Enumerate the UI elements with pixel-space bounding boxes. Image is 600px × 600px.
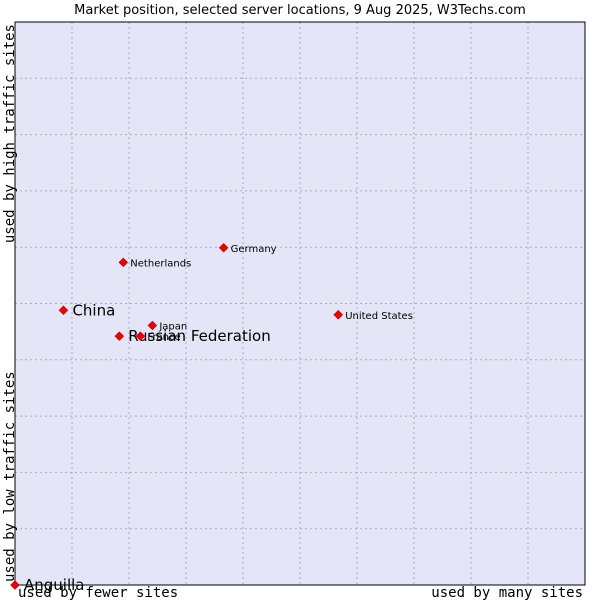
gridlines	[15, 22, 585, 585]
point-netherlands	[118, 257, 129, 268]
label-germany: Germany	[231, 244, 277, 255]
x-axis-label-left: used by fewer sites	[18, 585, 178, 600]
label-france: France	[147, 332, 180, 343]
point-russian-federation	[114, 331, 125, 342]
label-china: China	[72, 301, 115, 319]
label-anguilla: Anguilla	[24, 576, 85, 594]
point-france	[135, 331, 146, 342]
y-axis-label-bottom: used by low traffic sites	[2, 371, 18, 582]
label-russian-federation: Russian Federation	[128, 327, 270, 345]
plot-frame	[14, 21, 586, 586]
data-points: Anguilla China Russian FederationFranceJap…	[10, 242, 413, 594]
chart-title: Market position, selected server locatio…	[74, 3, 526, 18]
point-anguilla	[10, 580, 20, 590]
label-netherlands: Netherlands	[130, 258, 191, 269]
point-united-states	[333, 309, 344, 320]
label-united-states: United States	[345, 311, 413, 322]
label-japan: Japan	[158, 321, 187, 332]
point-japan	[147, 320, 158, 331]
point-germany	[218, 242, 229, 253]
x-axis-label-right: used by many sites	[431, 585, 583, 600]
point-china	[58, 305, 69, 316]
y-axis-label-top: used by high traffic sites	[2, 24, 18, 243]
